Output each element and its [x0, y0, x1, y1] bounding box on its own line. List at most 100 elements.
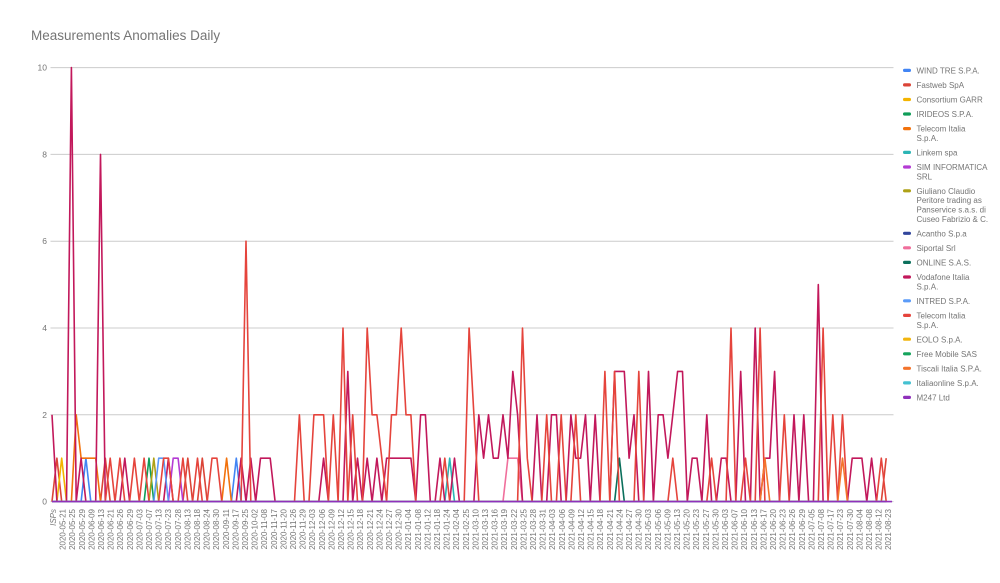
- svg-text:Linkem spa: Linkem spa: [917, 149, 958, 158]
- svg-text:6: 6: [42, 236, 47, 246]
- svg-text:2021-03-16: 2021-03-16: [491, 508, 500, 549]
- svg-text:2020-05-25: 2020-05-25: [68, 508, 77, 549]
- svg-text:2020-11-17: 2020-11-17: [270, 508, 279, 549]
- svg-text:2021-06-29: 2021-06-29: [798, 508, 807, 549]
- svg-text:Acantho S.p.a: Acantho S.p.a: [917, 229, 968, 238]
- svg-text:2021-07-08: 2021-07-08: [817, 508, 826, 549]
- svg-text:2020-07-07: 2020-07-07: [145, 508, 154, 549]
- svg-text:2020-12-12: 2020-12-12: [337, 508, 346, 549]
- svg-text:2020-12-18: 2020-12-18: [356, 508, 365, 549]
- svg-text:4: 4: [42, 323, 47, 333]
- svg-text:2021-03-19: 2021-03-19: [500, 508, 509, 549]
- svg-text:2021-07-23: 2021-07-23: [836, 508, 845, 549]
- svg-text:Siportal Srl: Siportal Srl: [917, 244, 956, 253]
- svg-text:2020-08-24: 2020-08-24: [203, 508, 212, 549]
- svg-text:2020-12-24: 2020-12-24: [375, 508, 384, 549]
- svg-text:S.p.A.: S.p.A.: [917, 321, 939, 330]
- svg-text:2020-08-30: 2020-08-30: [212, 508, 221, 549]
- svg-text:Telecom Italia: Telecom Italia: [917, 312, 966, 321]
- svg-text:2021-05-13: 2021-05-13: [673, 508, 682, 549]
- svg-text:Measurements Anomalies Daily: Measurements Anomalies Daily: [31, 28, 220, 43]
- svg-text:2021-03-13: 2021-03-13: [481, 508, 490, 549]
- svg-text:2020-11-08: 2020-11-08: [260, 508, 269, 549]
- svg-text:2021-04-30: 2021-04-30: [635, 508, 644, 549]
- svg-text:2021-06-03: 2021-06-03: [721, 508, 730, 549]
- svg-text:2021-05-23: 2021-05-23: [692, 508, 701, 549]
- svg-text:S.p.A.: S.p.A.: [917, 134, 939, 143]
- svg-text:Consortium GARR: Consortium GARR: [917, 96, 983, 105]
- svg-text:2021-05-09: 2021-05-09: [663, 508, 672, 549]
- svg-text:Peritore trading as: Peritore trading as: [917, 196, 982, 205]
- svg-text:2021-06-20: 2021-06-20: [769, 508, 778, 549]
- svg-text:2020-11-26: 2020-11-26: [289, 508, 298, 549]
- svg-text:2020-07-23: 2020-07-23: [164, 508, 173, 549]
- svg-text:2021-05-03: 2021-05-03: [644, 508, 653, 549]
- svg-text:2021-01-18: 2021-01-18: [433, 508, 442, 549]
- svg-text:2020-11-20: 2020-11-20: [279, 508, 288, 549]
- svg-text:Vodafone Italia: Vodafone Italia: [917, 273, 970, 282]
- svg-text:2021-05-20: 2021-05-20: [683, 508, 692, 549]
- svg-text:2020-05-21: 2020-05-21: [59, 508, 68, 549]
- svg-text:2021-03-31: 2021-03-31: [539, 508, 548, 549]
- svg-text:2021-06-23: 2021-06-23: [779, 508, 788, 549]
- svg-text:SRL: SRL: [917, 172, 933, 181]
- svg-text:2020-06-29: 2020-06-29: [126, 508, 135, 549]
- svg-text:2020-07-13: 2020-07-13: [155, 508, 164, 549]
- svg-text:8: 8: [42, 149, 47, 159]
- svg-text:2020-12-06: 2020-12-06: [318, 508, 327, 549]
- svg-text:Free Mobile SAS: Free Mobile SAS: [917, 350, 977, 359]
- svg-text:2021-04-06: 2021-04-06: [558, 508, 567, 549]
- svg-text:2020-06-21: 2020-06-21: [107, 508, 116, 549]
- svg-text:ONLINE S.A.S.: ONLINE S.A.S.: [917, 259, 972, 268]
- svg-text:2021-03-10: 2021-03-10: [471, 508, 480, 549]
- svg-text:2021-08-08: 2021-08-08: [865, 508, 874, 549]
- svg-text:2020-12-27: 2020-12-27: [385, 508, 394, 549]
- svg-text:Fastweb SpA: Fastweb SpA: [917, 81, 965, 90]
- svg-text:2021-08-04: 2021-08-04: [855, 508, 864, 549]
- svg-text:INTRED S.P.A.: INTRED S.P.A.: [917, 297, 971, 306]
- svg-text:2020-12-03: 2020-12-03: [308, 508, 317, 549]
- svg-text:2021-03-25: 2021-03-25: [519, 508, 528, 549]
- svg-text:S.p.A.: S.p.A.: [917, 282, 939, 291]
- svg-text:2020-08-18: 2020-08-18: [193, 508, 202, 549]
- svg-text:2020-10-02: 2020-10-02: [251, 508, 260, 549]
- svg-text:2020-12-30: 2020-12-30: [395, 508, 404, 549]
- svg-text:2021-04-27: 2021-04-27: [625, 508, 634, 549]
- svg-text:2020-09-25: 2020-09-25: [241, 508, 250, 549]
- svg-text:2020-12-09: 2020-12-09: [327, 508, 336, 549]
- svg-text:2020-12-15: 2020-12-15: [347, 508, 356, 549]
- svg-text:2021-06-17: 2021-06-17: [759, 508, 768, 549]
- svg-text:0: 0: [42, 497, 47, 507]
- svg-text:2021-04-15: 2021-04-15: [587, 508, 596, 549]
- svg-text:2021-07-30: 2021-07-30: [846, 508, 855, 549]
- svg-text:2021-04-12: 2021-04-12: [577, 508, 586, 549]
- svg-text:2021-06-26: 2021-06-26: [788, 508, 797, 549]
- svg-text:2021-03-28: 2021-03-28: [529, 508, 538, 549]
- svg-text:2021-01-08: 2021-01-08: [414, 508, 423, 549]
- svg-text:2021-05-30: 2021-05-30: [711, 508, 720, 549]
- svg-text:2020-06-09: 2020-06-09: [87, 508, 96, 549]
- svg-text:2021-01-12: 2021-01-12: [423, 508, 432, 549]
- svg-text:2021-02-04: 2021-02-04: [452, 508, 461, 549]
- svg-text:2021-06-13: 2021-06-13: [750, 508, 759, 549]
- svg-text:2021-06-07: 2021-06-07: [731, 508, 740, 549]
- svg-text:2020-09-11: 2020-09-11: [222, 508, 231, 549]
- svg-text:SIM INFORMATICA: SIM INFORMATICA: [917, 163, 989, 172]
- svg-text:2020-06-13: 2020-06-13: [97, 508, 106, 549]
- svg-text:Italiaonline S.p.A.: Italiaonline S.p.A.: [917, 379, 979, 388]
- svg-text:2020-06-26: 2020-06-26: [116, 508, 125, 549]
- svg-text:Telecom Italia: Telecom Italia: [917, 125, 966, 134]
- svg-text:EOLO S.p.A.: EOLO S.p.A.: [917, 335, 963, 344]
- svg-text:WIND TRE S.P.A.: WIND TRE S.P.A.: [917, 67, 980, 76]
- svg-text:2020-08-13: 2020-08-13: [183, 508, 192, 549]
- svg-text:2021-05-27: 2021-05-27: [702, 508, 711, 549]
- svg-text:2021-02-25: 2021-02-25: [462, 508, 471, 549]
- svg-text:2021-05-06: 2021-05-06: [654, 508, 663, 549]
- svg-text:2021-07-17: 2021-07-17: [827, 508, 836, 549]
- svg-text:2021-04-03: 2021-04-03: [548, 508, 557, 549]
- svg-text:M247 Ltd: M247 Ltd: [917, 394, 950, 403]
- svg-text:Tiscali Italia S.P.A.: Tiscali Italia S.P.A.: [917, 364, 982, 373]
- svg-text:IRIDEOS S.P.A.: IRIDEOS S.P.A.: [917, 110, 974, 119]
- svg-text:2020-09-17: 2020-09-17: [231, 508, 240, 549]
- svg-text:Panservice s.a.s. di: Panservice s.a.s. di: [917, 206, 987, 215]
